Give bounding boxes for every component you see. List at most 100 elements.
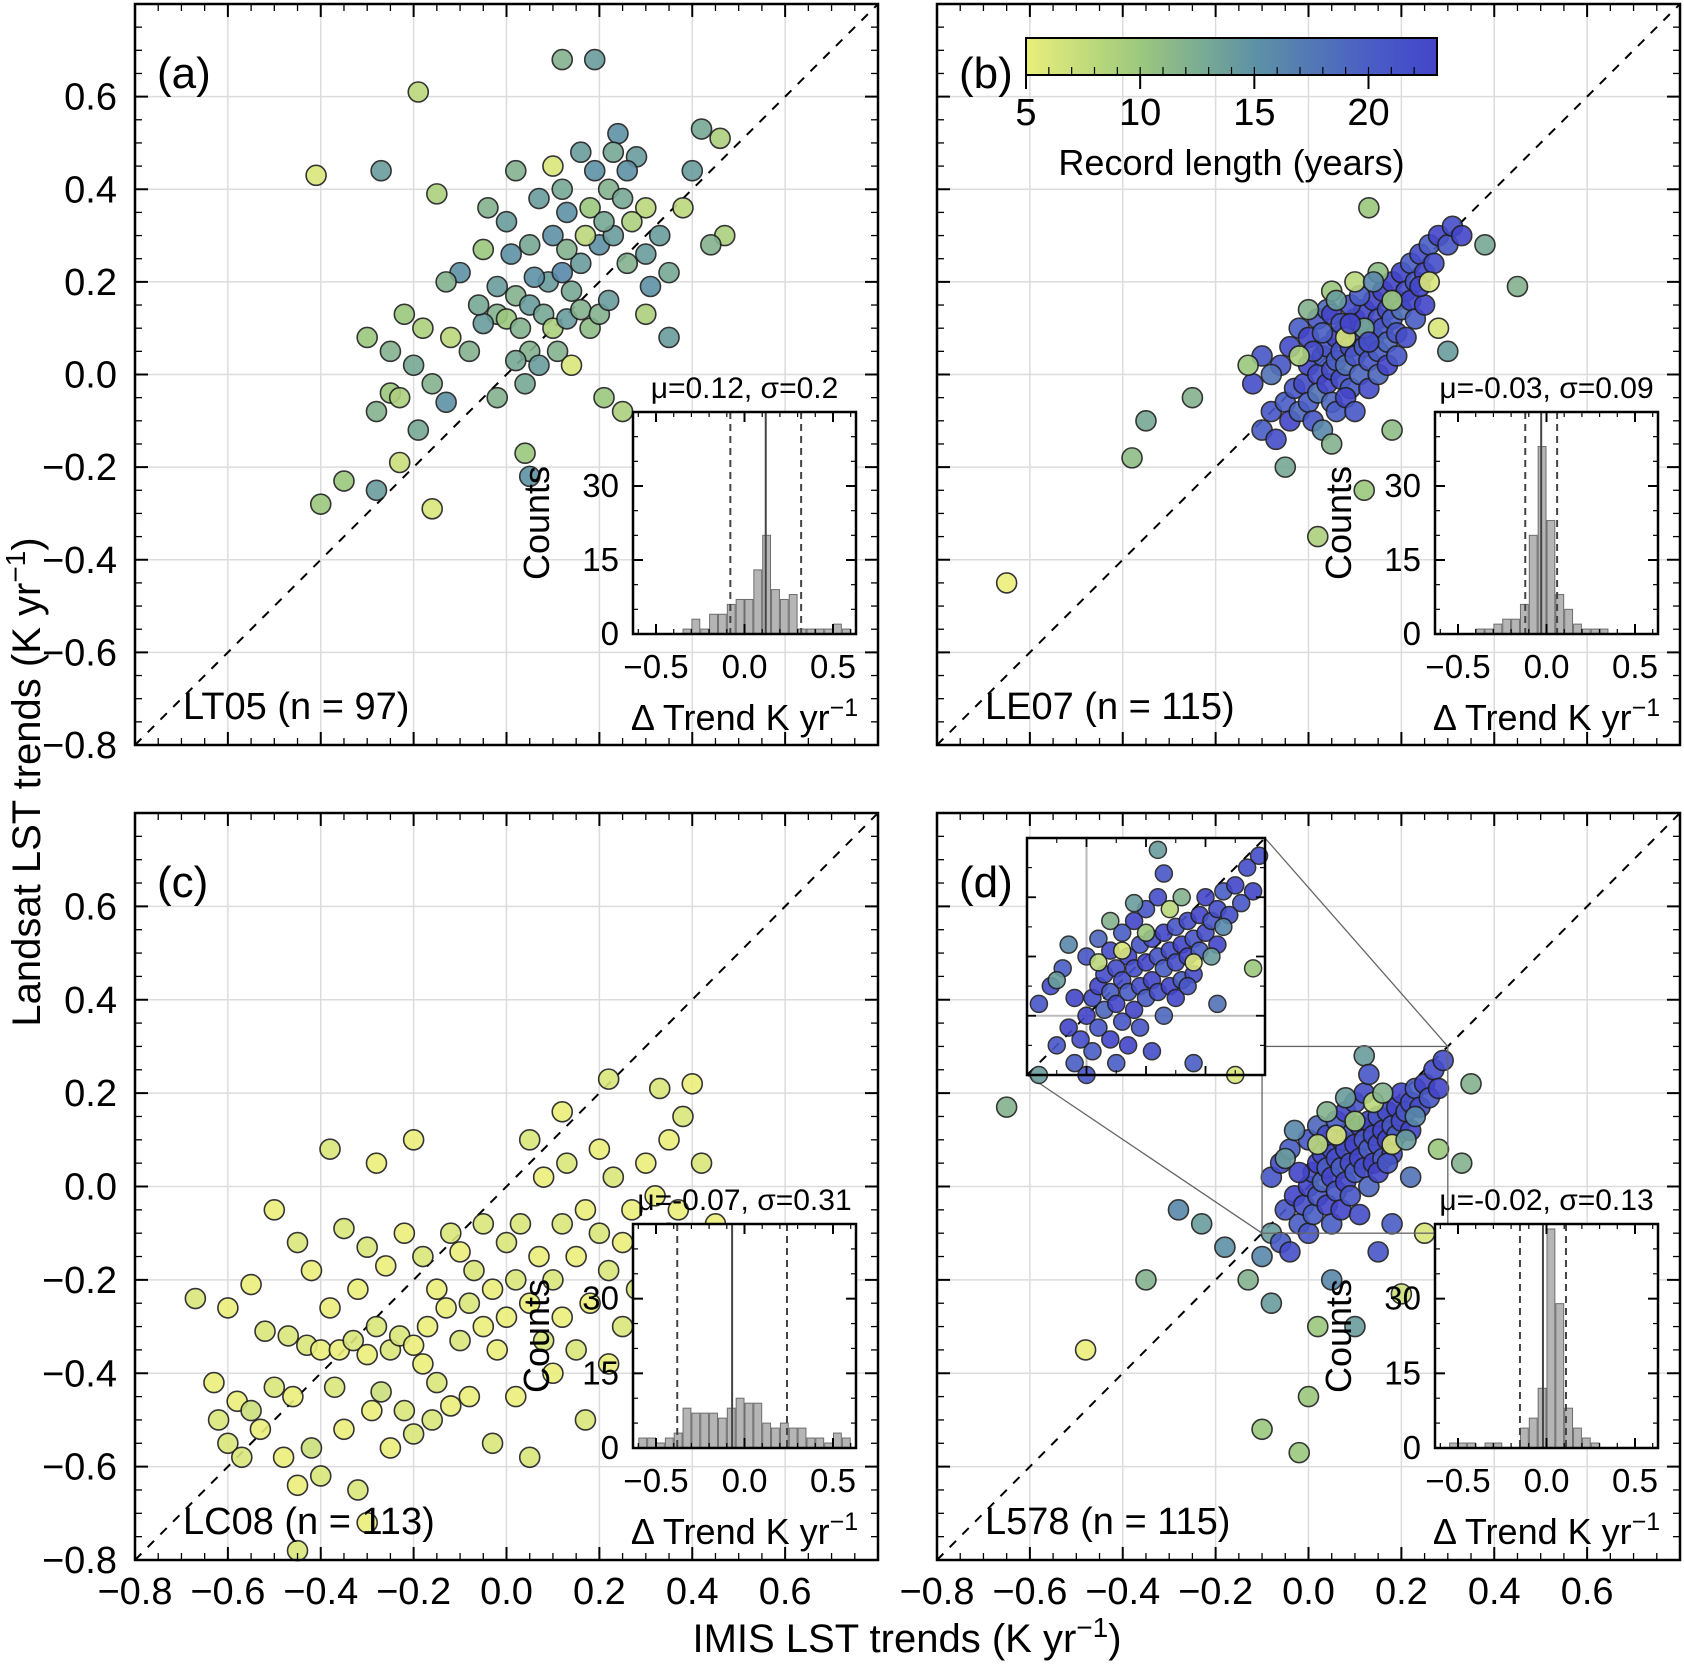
y-tick-label: 0.2 bbox=[64, 1073, 117, 1115]
x-tick-label: 0.4 bbox=[666, 1571, 719, 1613]
hist-y-tick-label: 30 bbox=[582, 467, 619, 504]
x-tick-label: −0.6 bbox=[190, 1571, 265, 1613]
zoom-inset-d bbox=[1025, 836, 1449, 1234]
hist-y-tick-label: 0 bbox=[601, 1429, 619, 1466]
shared-xlabel: IMIS LST trends (K yr−1) bbox=[692, 1612, 1121, 1661]
svg-text:Landsat LST trends (K yr−1): Landsat LST trends (K yr−1) bbox=[0, 537, 49, 1026]
x-tick-label: 0.2 bbox=[573, 1571, 626, 1613]
hist-stats-title: μ=0.12, σ=0.2 bbox=[651, 372, 839, 405]
y-tick-label: 0.0 bbox=[64, 355, 117, 397]
scatter-points-d bbox=[995, 1044, 1482, 1464]
x-tick-label: 0.0 bbox=[1282, 1571, 1335, 1613]
scatter-points-b bbox=[995, 196, 1529, 594]
zoom-region-rect bbox=[1261, 1045, 1449, 1234]
x-tick-label: 0.4 bbox=[1468, 1571, 1521, 1613]
y-tick-label: −0.6 bbox=[42, 632, 117, 674]
hist-x-tick-label: 0.0 bbox=[1524, 648, 1570, 685]
hist-inset-c: −0.5 0.0 0.5 0 15 30 μ=-0.07, σ=0.31 Counts Δ Tr… bbox=[516, 1184, 858, 1552]
hist-x-tick-label: −0.5 bbox=[623, 648, 688, 685]
y-tick-label: −0.4 bbox=[42, 1353, 117, 1395]
panel-letter-a: (a) bbox=[157, 49, 211, 98]
y-tick-label: 0.4 bbox=[64, 169, 117, 211]
hist-x-tick-label: 0.5 bbox=[810, 1462, 856, 1499]
hist-stats-title: μ=-0.03, σ=0.09 bbox=[1439, 372, 1653, 405]
dataset-annotation-a: LT05 (n = 97) bbox=[183, 686, 409, 728]
x-tick-label: −0.4 bbox=[1085, 1571, 1160, 1613]
scatter-points-c bbox=[184, 1068, 727, 1562]
x-tick-label: 0.2 bbox=[1375, 1571, 1428, 1613]
x-tick-label: 0.0 bbox=[480, 1571, 533, 1613]
dataset-annotation-c: LC08 (n = 113) bbox=[183, 1501, 435, 1543]
hist-x-tick-label: 0.5 bbox=[1612, 648, 1658, 685]
hist-y-tick-label: 0 bbox=[601, 615, 619, 652]
hist-ylabel-counts: Counts bbox=[516, 1279, 557, 1393]
hist-x-tick-label: −0.5 bbox=[623, 1462, 688, 1499]
hist-xlabel-delta-trend: Δ Trend K yr−1 bbox=[1433, 694, 1660, 738]
x-tick-label: 0.6 bbox=[759, 1571, 812, 1613]
colorbar-tick-label: 20 bbox=[1347, 92, 1389, 134]
y-tick-label: 0.0 bbox=[64, 1167, 117, 1209]
hist-y-tick-label: 30 bbox=[582, 1280, 619, 1317]
panel-letter-c: (c) bbox=[157, 858, 208, 907]
panel-a: −0.5 0.0 0.5 0 15 30 μ=0.12, σ=0.2 Counts Δ Tren… bbox=[42, 2, 880, 767]
hist-y-tick-label: 15 bbox=[1384, 541, 1421, 578]
hist-inset-a: −0.5 0.0 0.5 0 15 30 μ=0.12, σ=0.2 Counts Δ Tren… bbox=[516, 372, 858, 738]
hist-y-tick-label: 15 bbox=[582, 1354, 619, 1391]
y-tick-label: −0.2 bbox=[42, 1260, 117, 1302]
hist-ylabel-counts: Counts bbox=[1318, 466, 1359, 580]
hist-y-tick-label: 0 bbox=[1403, 615, 1421, 652]
x-tick-label: −0.8 bbox=[899, 1571, 974, 1613]
hist-x-tick-label: −0.5 bbox=[1425, 1462, 1490, 1499]
hist-x-tick-label: 0.0 bbox=[1524, 1462, 1570, 1499]
x-tick-label: −0.6 bbox=[992, 1571, 1067, 1613]
hist-y-tick-label: 30 bbox=[1384, 1280, 1421, 1317]
x-tick-label: 0.6 bbox=[1561, 1571, 1614, 1613]
panel-letter-d: (d) bbox=[959, 858, 1013, 907]
colorbar-label: Record length (years) bbox=[1058, 142, 1404, 183]
hist-ylabel-counts: Counts bbox=[1318, 1279, 1359, 1393]
hist-xlabel-delta-trend: Δ Trend K yr−1 bbox=[631, 1508, 858, 1552]
y-tick-label: −0.8 bbox=[42, 1540, 117, 1582]
hist-stats-title: μ=-0.02, σ=0.13 bbox=[1439, 1184, 1653, 1217]
x-tick-label: −0.8 bbox=[97, 1571, 172, 1613]
y-tick-label: −0.8 bbox=[42, 725, 117, 767]
hist-x-tick-label: 0.5 bbox=[1612, 1462, 1658, 1499]
dataset-annotation-b: LE07 (n = 115) bbox=[985, 686, 1235, 728]
y-tick-label: −0.6 bbox=[42, 1447, 117, 1489]
hist-xlabel-delta-trend: Δ Trend K yr−1 bbox=[1433, 1508, 1660, 1552]
hist-y-tick-label: 15 bbox=[582, 541, 619, 578]
scatter-points-a bbox=[305, 48, 736, 520]
panel-d: −0.5 0.0 0.5 0 15 30 μ=-0.02, σ=0.13 Counts Δ Tr… bbox=[899, 811, 1682, 1613]
y-tick-label: −0.4 bbox=[42, 540, 117, 582]
colorbar-tick-label: 15 bbox=[1233, 92, 1275, 134]
colorbar-tick-label: 5 bbox=[1015, 92, 1036, 134]
y-tick-label: 0.4 bbox=[64, 980, 117, 1022]
colorbar-record-length: 5 10 15 20 Record length (years) bbox=[1015, 37, 1438, 183]
hist-x-tick-label: −0.5 bbox=[1425, 648, 1490, 685]
y-tick-label: −0.2 bbox=[42, 447, 117, 489]
hist-x-tick-label: 0.0 bbox=[722, 648, 768, 685]
hist-ylabel-counts: Counts bbox=[516, 466, 557, 580]
hist-xlabel-delta-trend: Δ Trend K yr−1 bbox=[631, 694, 858, 738]
y-tick-label: 0.2 bbox=[64, 262, 117, 304]
hist-x-tick-label: 0.0 bbox=[722, 1462, 768, 1499]
y-tick-label: 0.6 bbox=[64, 886, 117, 928]
hist-inset-b: −0.5 0.0 0.5 0 15 30 μ=-0.03, σ=0.09 Counts Δ Tr… bbox=[1318, 372, 1660, 738]
hist-inset-d: −0.5 0.0 0.5 0 15 30 μ=-0.02, σ=0.13 Counts Δ Tr… bbox=[1318, 1184, 1660, 1552]
panel-letter-b: (b) bbox=[959, 49, 1013, 98]
hist-x-tick-label: 0.5 bbox=[810, 648, 856, 685]
y-tick-label: 0.6 bbox=[64, 77, 117, 119]
hist-stats-title: μ=-0.07, σ=0.31 bbox=[637, 1184, 851, 1217]
x-tick-label: −0.4 bbox=[283, 1571, 358, 1613]
x-tick-label: −0.2 bbox=[1178, 1571, 1253, 1613]
panel-c: −0.5 0.0 0.5 0 15 30 μ=-0.07, σ=0.31 Counts Δ Tr… bbox=[42, 811, 880, 1613]
colorbar-tick-label: 10 bbox=[1119, 92, 1161, 134]
dataset-annotation-d: L578 (n = 115) bbox=[985, 1501, 1230, 1543]
panel-b: −0.5 0.0 0.5 0 15 30 μ=-0.03, σ=0.09 Counts Δ Tr… bbox=[935, 2, 1682, 747]
hist-y-tick-label: 0 bbox=[1403, 1429, 1421, 1466]
x-tick-label: −0.2 bbox=[376, 1571, 451, 1613]
hist-y-tick-label: 30 bbox=[1384, 467, 1421, 504]
hist-y-tick-label: 15 bbox=[1384, 1354, 1421, 1391]
